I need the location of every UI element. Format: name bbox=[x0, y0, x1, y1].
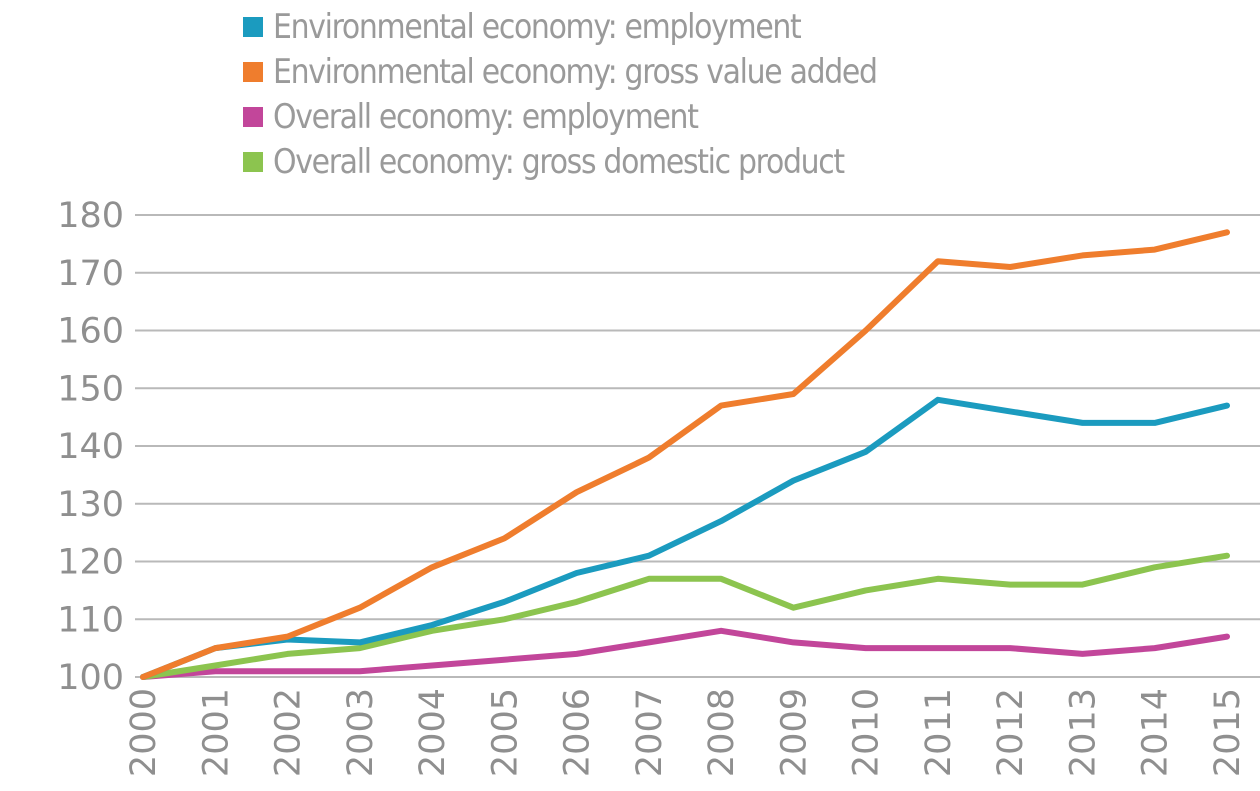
legend-label: Overall economy: employment bbox=[273, 96, 699, 137]
legend-swatch bbox=[243, 16, 263, 37]
legend-label: Overall economy: gross domestic product bbox=[273, 141, 845, 182]
legend-item: Environmental economy: gross value added bbox=[243, 49, 959, 94]
legend-swatch bbox=[243, 61, 263, 82]
legend-swatch bbox=[243, 106, 263, 127]
series-line bbox=[140, 229, 1230, 680]
x-tick-label: 2008 bbox=[702, 688, 742, 777]
legend-swatch bbox=[243, 151, 263, 172]
y-tick-label: 130 bbox=[57, 485, 124, 525]
x-tick-label: 2007 bbox=[630, 688, 670, 777]
legend-label: Environmental economy: employment bbox=[273, 6, 802, 47]
y-tick-label: 170 bbox=[57, 254, 124, 294]
x-tick-label: 2005 bbox=[485, 688, 525, 777]
series-line bbox=[140, 396, 1230, 680]
x-tick-label: 2004 bbox=[413, 688, 453, 777]
y-tick-label: 120 bbox=[57, 543, 124, 583]
series-line bbox=[140, 552, 1230, 680]
grid bbox=[135, 214, 1260, 678]
y-tick-label: 150 bbox=[57, 369, 124, 409]
x-tick-label: 2006 bbox=[558, 688, 598, 777]
y-tick-label: 180 bbox=[57, 196, 124, 236]
legend-label: Environmental economy: gross value added bbox=[273, 51, 878, 92]
legend-item: Environmental economy: employment bbox=[243, 4, 959, 49]
x-tick-label: 2003 bbox=[341, 688, 381, 777]
x-tick-label: 2011 bbox=[919, 688, 959, 777]
x-tick-label: 2012 bbox=[991, 688, 1031, 777]
y-axis-ticks: 100 110 120 130 140 150 160 170 180 bbox=[57, 196, 124, 698]
y-tick-label: 140 bbox=[57, 427, 124, 467]
x-axis-ticks: 2000 2001 2002 2003 2004 2005 2006 2007 2008 2009… bbox=[124, 688, 1248, 777]
x-tick-label: 2009 bbox=[774, 688, 814, 777]
series-line bbox=[140, 627, 1230, 680]
series-lines bbox=[140, 229, 1230, 680]
legend-item: Overall economy: gross domestic product bbox=[243, 139, 959, 184]
x-tick-label: 2010 bbox=[847, 688, 887, 777]
y-tick-label: 110 bbox=[57, 600, 124, 640]
x-tick-label: 2014 bbox=[1136, 688, 1176, 777]
x-tick-label: 2013 bbox=[1063, 688, 1103, 777]
legend: Environmental economy: employment Enviro… bbox=[243, 4, 959, 184]
x-tick-label: 2002 bbox=[269, 688, 309, 777]
y-tick-label: 160 bbox=[57, 312, 124, 352]
legend-item: Overall economy: employment bbox=[243, 94, 959, 139]
x-tick-label: 2015 bbox=[1208, 688, 1248, 777]
x-tick-label: 2001 bbox=[196, 688, 236, 777]
x-tick-label: 2000 bbox=[124, 688, 164, 777]
y-tick-label: 100 bbox=[57, 658, 124, 698]
